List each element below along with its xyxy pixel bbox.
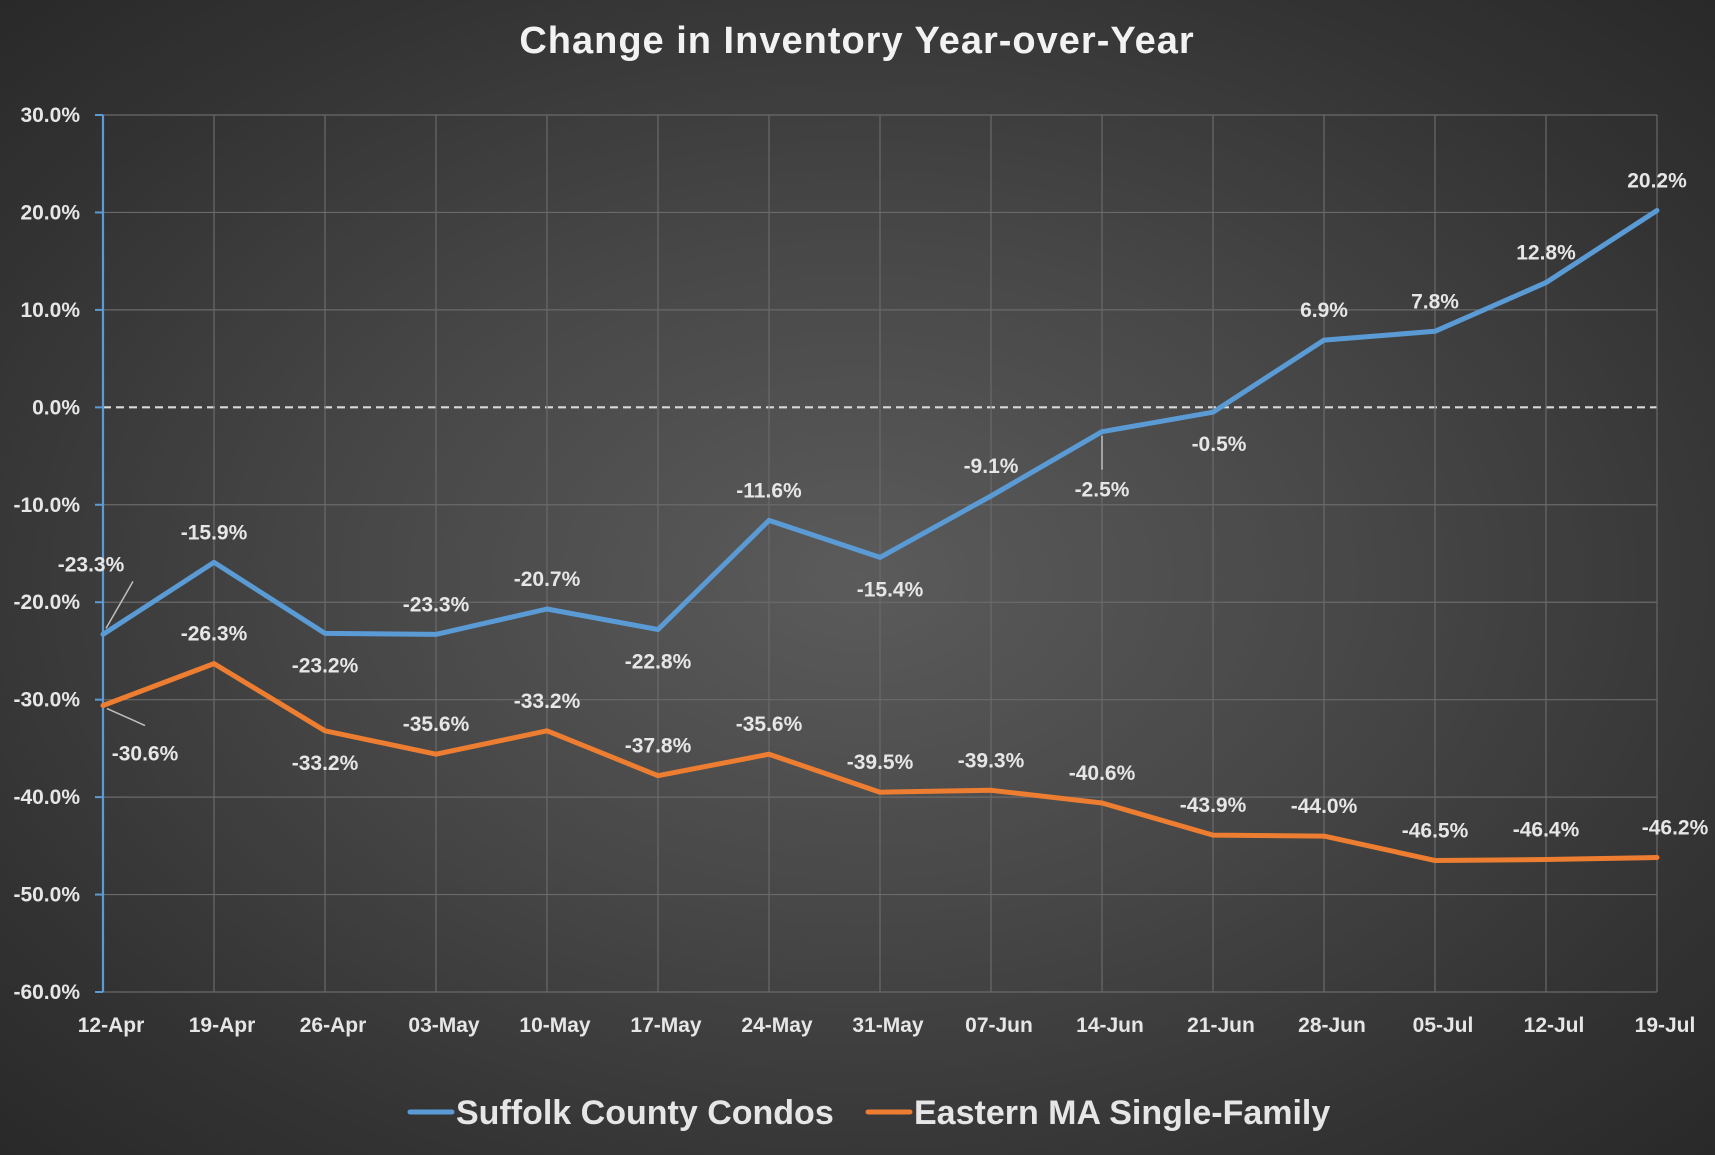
data-label: -22.8%	[625, 651, 692, 674]
data-label: -35.6%	[736, 713, 803, 736]
leader-line	[105, 581, 134, 629]
data-label: -30.6%	[112, 743, 179, 766]
y-tick-label: -40.0%	[13, 786, 80, 809]
x-tick-label: 21-Jun	[1187, 1014, 1255, 1037]
data-label: -39.5%	[847, 751, 914, 774]
data-labels: -23.3% -15.9% -23.2% -23.3% -20.7% -22.8% -11.…	[58, 169, 1709, 842]
x-tick-label: 19-Jul	[1635, 1014, 1696, 1037]
data-label: -26.3%	[181, 623, 248, 646]
data-label: 12.8%	[1516, 242, 1576, 265]
x-axis-tick-labels: 12-Apr 19-Apr 26-Apr 03-May 10-May 17-May 24-M…	[78, 1014, 1696, 1037]
data-label: -39.3%	[958, 749, 1025, 772]
x-tick-label: 03-May	[408, 1014, 480, 1037]
y-tick-label: -60.0%	[13, 981, 80, 1004]
legend-label-eastern-ma-single-family: Eastern MA Single-Family	[914, 1094, 1330, 1132]
data-label: -2.5%	[1075, 479, 1130, 502]
data-label: -43.9%	[1180, 794, 1247, 817]
data-label: -40.6%	[1069, 762, 1136, 785]
y-tick-label: 0.0%	[32, 396, 80, 419]
data-label: -23.3%	[403, 593, 470, 616]
data-label: 6.9%	[1300, 299, 1348, 322]
legend: Suffolk County Condos Eastern MA Single-F…	[407, 1094, 1330, 1132]
y-tick-label: 10.0%	[20, 299, 80, 322]
data-label: -9.1%	[964, 455, 1019, 478]
legend-label-suffolk-county-condos: Suffolk County Condos	[456, 1094, 834, 1132]
x-tick-label: 31-May	[852, 1014, 924, 1037]
x-tick-label: 17-May	[630, 1014, 702, 1037]
data-label: -35.6%	[403, 713, 470, 736]
x-tick-label: 26-Apr	[300, 1014, 367, 1037]
series-line-suffolk-county-condos	[100, 208, 1660, 637]
data-label: -46.2%	[1642, 817, 1709, 840]
series-lines	[100, 208, 1660, 863]
x-tick-label: 12-Jul	[1524, 1014, 1585, 1037]
x-tick-label: 24-May	[741, 1014, 813, 1037]
x-tick-label: 19-Apr	[189, 1014, 256, 1037]
data-label: -37.8%	[625, 735, 692, 758]
y-tick-label: 20.0%	[20, 201, 80, 224]
data-label: 20.2%	[1627, 169, 1687, 192]
data-label: -15.4%	[857, 578, 924, 601]
y-tick-label: -50.0%	[13, 884, 80, 907]
chart-title: Change in Inventory Year-over-Year	[519, 20, 1194, 62]
grid-lines	[103, 114, 1658, 993]
x-tick-label: 07-Jun	[965, 1014, 1033, 1037]
x-tick-label: 14-Jun	[1076, 1014, 1144, 1037]
data-label: -46.4%	[1513, 818, 1580, 841]
y-tick-label: -20.0%	[13, 591, 80, 614]
y-tick-label: -30.0%	[13, 689, 80, 712]
x-tick-label: 10-May	[519, 1014, 591, 1037]
data-label: -11.6%	[736, 479, 802, 502]
y-tick-label: 30.0%	[20, 104, 80, 127]
data-label: -33.2%	[514, 690, 581, 713]
x-tick-label: 28-Jun	[1298, 1014, 1366, 1037]
x-tick-label: 12-Apr	[78, 1014, 145, 1037]
y-tick-label: -10.0%	[13, 494, 80, 517]
series-line-eastern-ma-single-family	[100, 661, 1660, 863]
data-label: -20.7%	[514, 568, 581, 591]
x-tick-label: 05-Jul	[1413, 1014, 1474, 1037]
axes	[95, 114, 105, 993]
data-label: -15.9%	[181, 521, 248, 544]
y-axis-tick-labels: 30.0% 20.0% 10.0% 0.0% -10.0% -20.0% -30.0% -40…	[13, 104, 80, 1004]
data-label: -23.2%	[292, 654, 359, 677]
data-label: -33.2%	[292, 752, 359, 775]
data-label: -46.5%	[1402, 819, 1469, 842]
data-label: -44.0%	[1291, 795, 1358, 818]
data-label: -0.5%	[1192, 433, 1247, 456]
leader-line	[106, 707, 146, 727]
data-label: 7.8%	[1411, 290, 1459, 313]
data-label: -23.3%	[58, 553, 125, 576]
